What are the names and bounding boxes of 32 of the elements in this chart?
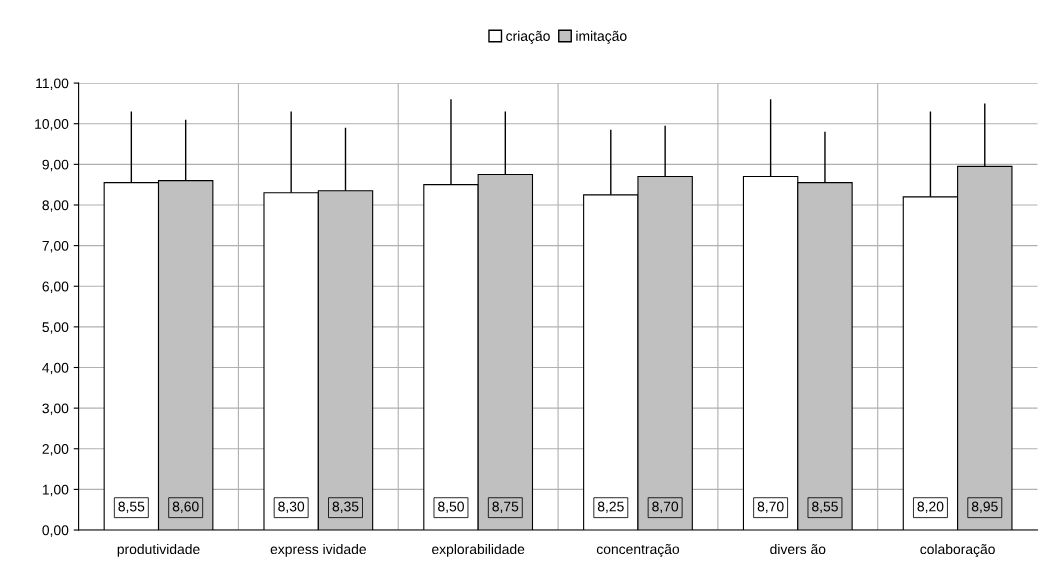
data-label: 8,75 <box>492 501 519 514</box>
y-tick-label: 5,00 <box>42 322 69 334</box>
data-label: 8,70 <box>757 501 784 514</box>
data-label: 8,20 <box>917 501 944 514</box>
x-tick-label: explorabilidade <box>432 543 525 557</box>
y-tick-label: 2,00 <box>42 444 69 456</box>
x-tick-label: produtividade <box>117 543 200 557</box>
x-tick-label: colaboração <box>920 543 995 557</box>
y-tick-label: 11,00 <box>36 78 69 90</box>
data-label: 8,30 <box>278 501 305 514</box>
y-tick-label: 0,00 <box>42 525 69 537</box>
data-label: 8,95 <box>971 501 998 514</box>
x-tick-label: divers ão <box>770 543 826 555</box>
y-tick-label: 9,00 <box>42 159 69 172</box>
data-label: 8,70 <box>652 501 679 514</box>
legend-label: criação <box>506 30 550 44</box>
y-tick-label: 7,00 <box>42 240 69 253</box>
data-label: 8,55 <box>118 501 145 514</box>
y-tick-label: 3,00 <box>42 403 69 415</box>
data-label: 8,50 <box>438 501 464 514</box>
y-tick-label: 10,00 <box>35 119 69 131</box>
y-tick-label: 4,00 <box>42 362 69 375</box>
data-label: 8,60 <box>172 501 199 514</box>
y-tick-label: 6,00 <box>42 281 69 294</box>
data-label: 8,25 <box>597 501 624 514</box>
data-label: 8,55 <box>812 501 838 514</box>
legend-label: imitação <box>576 30 627 44</box>
x-tick-label: concentração <box>596 543 680 557</box>
x-tick-label: express ividade <box>270 543 366 557</box>
data-label: 8,35 <box>332 501 359 514</box>
y-tick-label: 8,00 <box>42 200 69 212</box>
y-tick-label: 1,00 <box>42 484 69 497</box>
